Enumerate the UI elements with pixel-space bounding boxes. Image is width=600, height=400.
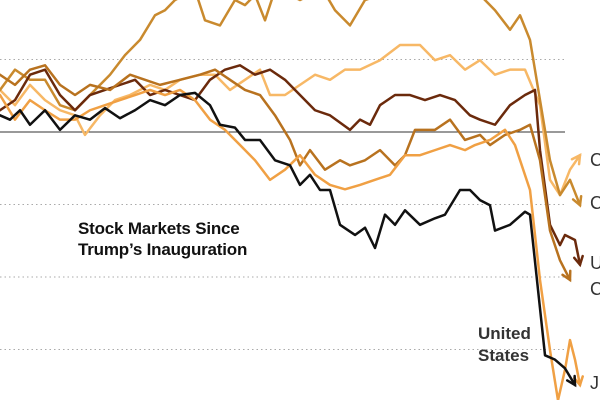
series-line-4 <box>0 88 582 400</box>
end-label-j: J <box>590 373 599 393</box>
title-line-2: Trump’s Inauguration <box>78 240 248 259</box>
series-line-3 <box>0 64 572 282</box>
series-arrow-1 <box>571 195 583 208</box>
end-label-c2: C <box>590 193 600 213</box>
end-label-c3: C <box>590 279 600 299</box>
chart-title: Stock Markets Since Trump’s Inauguration <box>78 218 247 260</box>
us-label-line-2: States <box>478 346 530 365</box>
series-line-0 <box>0 43 582 197</box>
end-label-u: U <box>590 253 600 273</box>
series-arrow-3 <box>561 269 572 283</box>
end-label-c1: C <box>590 150 600 170</box>
series-arrow-4 <box>572 375 584 388</box>
series-arrow-2 <box>572 254 584 268</box>
series-line-1 <box>0 0 582 207</box>
series-arrow-0 <box>570 153 582 166</box>
us-label: United States <box>478 323 531 367</box>
series-line-5 <box>0 91 577 387</box>
us-label-line-1: United <box>478 324 531 343</box>
title-line-1: Stock Markets Since <box>78 219 240 238</box>
series-arrow-5 <box>565 374 577 388</box>
